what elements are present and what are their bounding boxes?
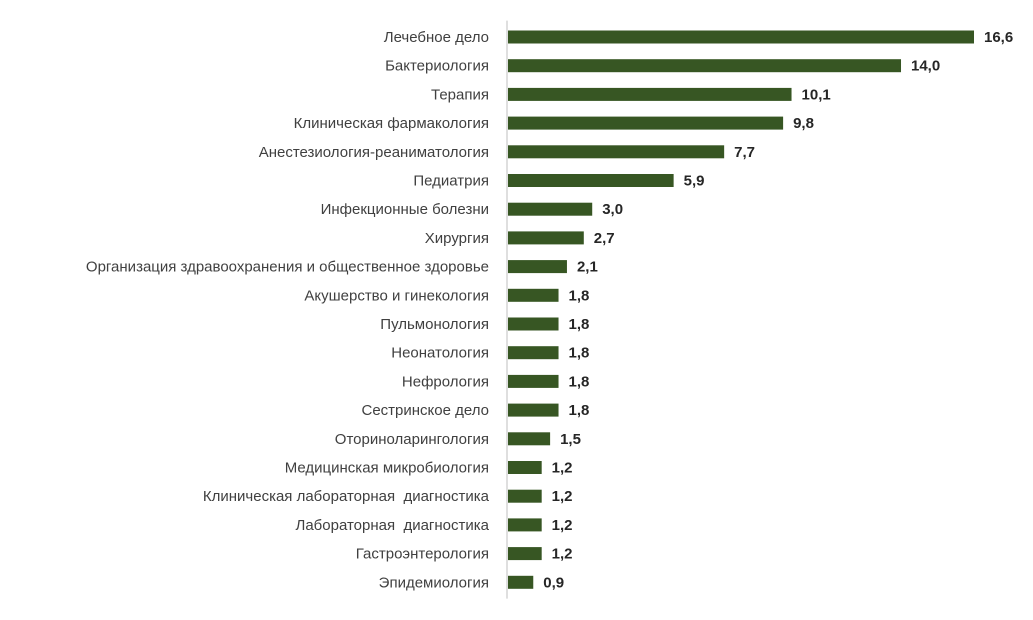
value-labels: 16,6 14,0 10,1 9,8 7,7 5,9 3,0 2,7 2,1 1,8 1,8 1,8 1… [543,29,1013,591]
value-label: 1,8 [569,373,590,390]
bar [508,489,542,503]
value-label: 16,6 [984,29,1013,46]
bar [508,202,593,216]
category-label: Бактериология [385,58,489,75]
bar [508,461,542,474]
value-label: 14,0 [911,58,940,75]
value-label: 1,2 [552,546,573,563]
category-label: Неонатология [391,345,489,362]
bar [508,231,584,245]
bar [508,174,674,187]
category-label: Гастроэнтерология [356,546,489,563]
value-label: 1,8 [569,287,590,304]
value-label: 1,2 [552,517,573,534]
value-label: 1,8 [569,402,590,419]
bar [508,116,784,130]
bar [508,59,902,73]
bar [508,30,974,44]
value-label: 2,7 [594,230,615,247]
value-label: 3,0 [602,201,623,218]
category-label: Организация здравоохранения и общественн… [86,259,489,276]
category-label: Нефрология [402,373,489,390]
category-labels: Лечебное дело Бактериология Терапия Клиниче… [86,29,490,591]
category-label: Инфекционные болезни [321,201,489,218]
category-label: Терапия [431,86,489,103]
value-label: 7,7 [734,144,755,161]
bar [508,547,542,561]
bar [508,346,559,360]
bar [508,374,559,388]
bar [508,432,551,446]
category-label: Клиническая лабораторная диагностика [203,488,490,505]
value-label: 9,8 [793,115,814,132]
value-label: 1,8 [569,345,590,362]
bar [508,575,534,589]
category-label: Оториноларингология [335,431,489,448]
value-label: 1,8 [569,316,590,333]
value-label: 1,5 [560,431,581,448]
bar [508,145,725,159]
bar [508,317,559,331]
category-label: Лабораторная диагностика [296,517,490,534]
bars [508,30,974,589]
category-label: Анестезиология-реаниматология [259,144,489,161]
category-label: Сестринское дело [362,402,490,419]
category-label: Хирургия [425,230,489,247]
category-label: Медицинская микробиология [285,460,489,477]
category-label: Пульмонология [380,316,489,333]
bar [508,260,567,274]
category-label: Лечебное дело [384,29,489,46]
value-label: 0,9 [543,574,564,591]
bar [508,403,559,417]
bar [508,87,792,101]
category-label: Эпидемиология [379,574,489,591]
value-label: 2,1 [577,259,598,276]
value-label: 1,2 [552,460,573,477]
bar [508,518,542,532]
bar [508,288,559,302]
value-label: 1,2 [552,488,573,505]
category-label: Клиническая фармакология [294,115,489,132]
value-label: 10,1 [802,86,831,103]
category-label: Акушерство и гинекология [304,287,489,304]
value-label: 5,9 [684,173,705,190]
category-label: Педиатрия [413,173,489,190]
